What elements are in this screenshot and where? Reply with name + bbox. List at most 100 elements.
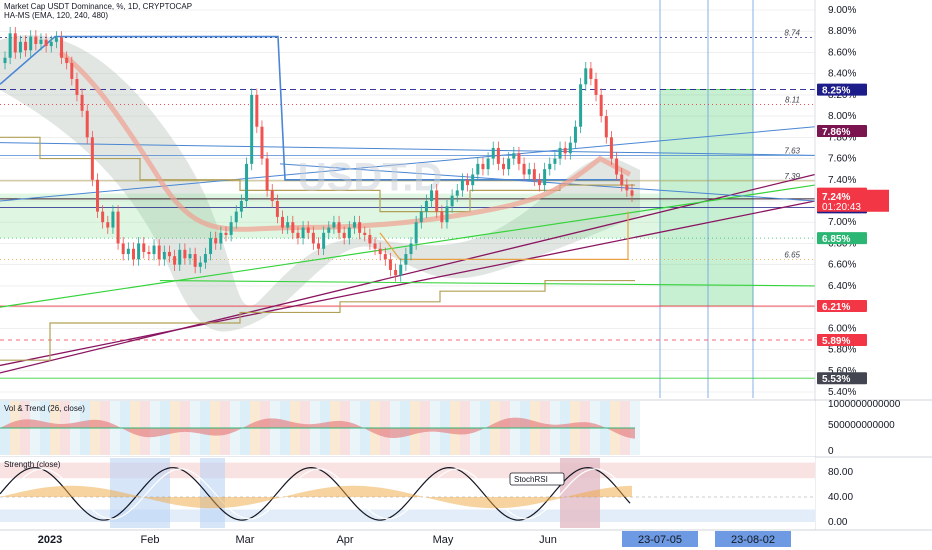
candle-body	[188, 254, 192, 259]
price-badge-label: 6.21%	[822, 302, 850, 313]
time-tick-label: Jun	[539, 534, 557, 546]
candle-body	[65, 57, 69, 64]
candle-body	[414, 222, 418, 244]
candle-body	[342, 232, 346, 239]
candle-body	[368, 234, 372, 244]
strength-pane-label: Strength (close)	[4, 460, 61, 469]
step-line-orange	[379, 211, 629, 260]
candle-body	[609, 137, 613, 159]
candle-body	[80, 94, 84, 111]
candle-body	[373, 243, 377, 249]
level-label: 7.63	[784, 146, 800, 155]
candle-body	[625, 185, 629, 191]
price-tick-label: 7.00%	[828, 217, 856, 228]
candle-body	[167, 251, 171, 257]
price-tick-label: 8.80%	[828, 26, 856, 37]
stochrsi-label-box	[509, 472, 565, 486]
candle-body	[311, 232, 315, 244]
candle-body	[445, 206, 449, 223]
candle-body	[440, 211, 444, 223]
candle-body	[137, 243, 141, 260]
stochrsi-label: StochRSI	[514, 475, 548, 484]
candle-body	[234, 211, 238, 223]
date-badge-label: 23-08-02	[731, 534, 775, 546]
candle-body	[183, 249, 187, 259]
strength-area	[0, 485, 632, 509]
candle-body	[178, 249, 182, 265]
last-price-badge	[817, 189, 889, 212]
candle-body	[96, 179, 100, 212]
candle-body	[388, 259, 392, 270]
candle-body	[121, 243, 125, 255]
price-tick-label: 8.60%	[828, 47, 856, 58]
candle-body	[620, 174, 624, 186]
time-tick-label: Feb	[141, 534, 160, 546]
candle-body	[322, 232, 326, 249]
price-tick-label: 8.00%	[828, 111, 856, 122]
candle-body	[34, 36, 38, 44]
candle-body	[378, 248, 382, 255]
candle-body	[424, 201, 428, 212]
candle-body	[193, 254, 197, 267]
strength-pane: StochRSI 80.00 40.00 0.00	[0, 456, 932, 529]
price-badge	[817, 232, 867, 245]
price-tick-label: 6.00%	[828, 323, 856, 334]
candle-body	[291, 222, 295, 233]
candle-body	[481, 163, 485, 170]
indicator-label: HA-MS (EMA, 120, 240, 480)	[4, 11, 109, 20]
candle-body	[522, 163, 526, 175]
candle-body	[29, 36, 33, 51]
candle-body	[486, 158, 490, 170]
level-label: 8.74	[784, 29, 800, 38]
date-badge	[715, 531, 791, 547]
price-badge-label: 8.25%	[822, 86, 850, 97]
candle-body	[548, 163, 552, 170]
candle-body	[532, 169, 536, 180]
step-line-olive	[0, 279, 635, 361]
trend-line-green	[0, 184, 816, 308]
price-tick-label: 7.60%	[828, 154, 856, 165]
vol-tick-label: 1000000000000	[828, 399, 901, 410]
price-axis: 9.00%8.80%8.60%8.40%8.20%8.00%7.80%7.60%…	[814, 0, 932, 550]
candle-body	[471, 174, 475, 186]
candle-body	[553, 158, 557, 164]
candle-body	[281, 216, 285, 228]
level-label: 8.11	[785, 95, 800, 104]
price-tick-label: 6.60%	[828, 260, 856, 271]
candle-body	[142, 243, 146, 252]
candle-body	[455, 190, 459, 196]
chart-title: Market Cap USDT Dominance, %, 1D, CRYPTO…	[4, 2, 193, 11]
candle-body	[594, 78, 598, 95]
candle-body	[203, 254, 207, 263]
candle-body	[537, 179, 541, 186]
candle-body	[430, 190, 434, 201]
candle-body	[630, 190, 634, 196]
ha-ms-cloud	[0, 34, 640, 332]
candle-body	[85, 110, 89, 138]
price-badge	[817, 124, 867, 137]
candle-body	[3, 57, 7, 64]
price-badge	[817, 334, 867, 347]
candle-body	[419, 211, 423, 223]
candle-body	[173, 256, 177, 265]
candle-body	[116, 211, 120, 244]
candle-body	[13, 33, 17, 53]
candle-body	[301, 227, 305, 239]
vol-tick-label: 500000000000	[828, 420, 895, 431]
vol-trend-area	[0, 417, 635, 439]
price-badge-label: 5.89%	[822, 336, 850, 347]
candle-body	[214, 238, 218, 244]
candle-body	[90, 137, 94, 180]
forecast-box	[659, 89, 754, 307]
candle-body	[460, 179, 464, 191]
time-tick-label: Apr	[336, 534, 353, 546]
price-tick-label: 7.80%	[828, 132, 856, 143]
candle-body	[49, 41, 53, 47]
candle-body	[317, 243, 320, 249]
trend-line-green	[159, 280, 816, 287]
price-tick-label: 8.40%	[828, 69, 856, 80]
candle-body	[239, 201, 243, 212]
candle-body	[18, 41, 22, 53]
level-label: 6.65	[784, 250, 800, 259]
